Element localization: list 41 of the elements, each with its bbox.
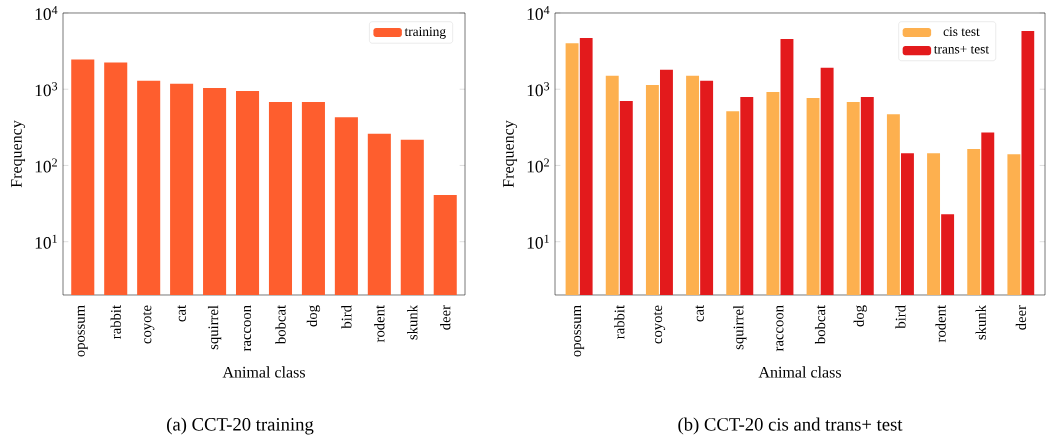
x-axis-title: Animal class — [758, 366, 841, 378]
x-tick-label: bird — [341, 305, 352, 329]
y-tick-label: 10$^{3}$ — [35, 82, 58, 97]
x-tick-label: opossum — [574, 305, 585, 357]
x-tick-label: cat — [177, 305, 186, 322]
y-axis-title: Frequency — [11, 120, 26, 188]
y-tick-label: 10$^{3}$ — [527, 82, 550, 97]
y-tick-label: 10$^{4}$ — [35, 6, 58, 20]
legend-label: cis test — [943, 27, 980, 36]
x-tick-label: deer — [440, 305, 451, 330]
y-tick-label: 10$^{2}$ — [527, 158, 549, 173]
y-tick-label: 10$^{4}$ — [527, 6, 550, 20]
x-tick-label: bobcat — [275, 305, 286, 345]
x-tick-label: skunk — [975, 305, 986, 340]
y-tick-label: 10$^{1}$ — [527, 234, 549, 249]
x-tick-label: rodent — [374, 305, 385, 343]
y-tick-label: 10$^{2}$ — [35, 158, 57, 173]
x-tick-label: squirrel — [207, 305, 222, 350]
legend-label: training — [404, 27, 446, 39]
y-tick-label: 10$^{1}$ — [35, 234, 57, 249]
x-tick-label: rodent — [935, 305, 946, 343]
x-tick-label: rabbit — [614, 305, 625, 339]
x-tick-label: bobcat — [814, 305, 826, 345]
x-tick-label: dog — [853, 305, 867, 327]
x-tick-label: skunk — [407, 305, 418, 340]
x-axis-title: Animal class — [222, 366, 305, 378]
x-tick-label: squirrel — [733, 305, 747, 350]
legend-label: trans+ test — [933, 45, 989, 54]
x-tick-label: coyote — [142, 305, 155, 344]
text: (b) CCT-20 cis and trans+ test — [678, 417, 903, 435]
x-tick-label: bird — [895, 305, 906, 329]
x-tick-label: cat — [695, 305, 704, 322]
x-tick-label: raccoon — [244, 305, 252, 352]
x-tick-label: opossum — [77, 305, 88, 357]
x-tick-label: coyote — [653, 305, 666, 344]
y-axis-title: Frequency — [503, 120, 518, 188]
x-tick-label: deer — [1015, 305, 1027, 330]
x-tick-label: rabbit — [110, 305, 121, 339]
text: (a) CCT-20 training — [167, 417, 314, 435]
x-tick-label: dog — [306, 305, 321, 327]
x-tick-label: raccoon — [776, 305, 784, 352]
